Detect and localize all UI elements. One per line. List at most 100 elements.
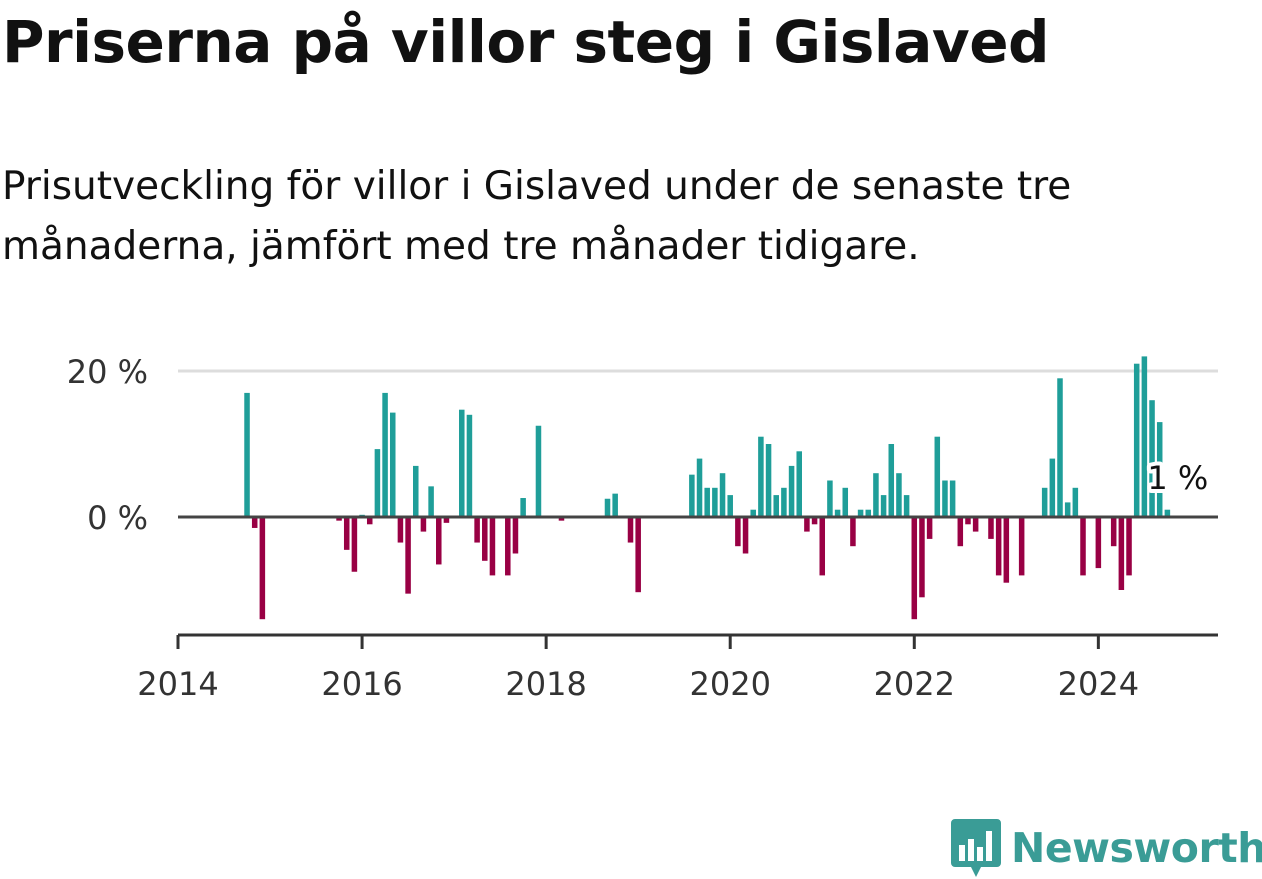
bar bbox=[903, 495, 910, 517]
y-axis-labels: 0 % 20 % bbox=[67, 353, 148, 537]
x-tick-label: 2014 bbox=[137, 665, 218, 703]
bar bbox=[873, 473, 879, 517]
bar bbox=[535, 425, 542, 517]
bar bbox=[397, 517, 404, 543]
bar bbox=[965, 517, 971, 525]
bar bbox=[351, 517, 358, 572]
bar bbox=[811, 517, 818, 525]
bar bbox=[505, 517, 511, 576]
bar bbox=[336, 517, 342, 521]
bar bbox=[880, 495, 887, 517]
bar-chart-icon bbox=[951, 819, 1001, 877]
bar bbox=[765, 444, 772, 517]
bar bbox=[857, 509, 864, 517]
bars bbox=[244, 356, 1171, 620]
bar bbox=[343, 517, 350, 550]
x-tick-label: 2024 bbox=[1058, 665, 1139, 703]
bar bbox=[804, 517, 810, 532]
bar bbox=[926, 517, 933, 539]
bar bbox=[988, 517, 994, 539]
bar bbox=[995, 517, 1002, 576]
bar bbox=[1041, 487, 1048, 517]
bar bbox=[696, 458, 703, 517]
y-tick-label: 0 % bbox=[87, 499, 148, 537]
bar bbox=[374, 449, 381, 517]
bar bbox=[466, 414, 473, 517]
bar bbox=[949, 480, 956, 517]
bar bbox=[443, 517, 450, 523]
bar bbox=[1110, 517, 1117, 547]
bar bbox=[635, 517, 641, 593]
bar bbox=[727, 495, 733, 517]
bar bbox=[428, 486, 434, 517]
bar bbox=[1003, 517, 1010, 583]
bar bbox=[1133, 363, 1140, 517]
bar bbox=[413, 465, 419, 517]
chart-subtitle: Prisutveckling för villor i Gislaved und… bbox=[2, 164, 1072, 269]
bar bbox=[482, 517, 488, 561]
bar bbox=[382, 392, 388, 517]
bar bbox=[788, 465, 795, 517]
bar bbox=[1072, 487, 1079, 517]
annotations: 1 %1 % bbox=[1143, 455, 1212, 501]
bar bbox=[612, 493, 618, 517]
bar bbox=[689, 474, 695, 517]
bar bbox=[251, 517, 258, 528]
bar bbox=[850, 517, 856, 547]
bar bbox=[366, 517, 373, 525]
bar bbox=[1164, 509, 1171, 517]
bar bbox=[489, 517, 496, 576]
x-tick-label: 2016 bbox=[321, 665, 402, 703]
value-label: 1 % bbox=[1147, 459, 1208, 497]
bar bbox=[911, 517, 918, 620]
bar bbox=[896, 473, 902, 517]
bar bbox=[888, 444, 895, 517]
bar bbox=[750, 509, 756, 517]
newsworthy-logo: Newsworthy bbox=[951, 818, 1262, 878]
bar bbox=[773, 495, 779, 517]
bar bbox=[735, 517, 741, 547]
bar bbox=[934, 436, 941, 517]
bar bbox=[520, 498, 526, 517]
y-tick-label: 20 % bbox=[67, 353, 148, 391]
bar bbox=[1118, 517, 1125, 590]
chart-title: Priserna på villor steg i Gislaved bbox=[2, 8, 1050, 76]
bar bbox=[1156, 422, 1163, 517]
bar bbox=[704, 487, 710, 517]
bar bbox=[781, 487, 787, 517]
bar bbox=[1049, 458, 1056, 517]
brand-name: Newsworthy bbox=[1011, 824, 1262, 872]
x-tick-label: 2020 bbox=[689, 665, 770, 703]
bar bbox=[420, 517, 427, 532]
bar bbox=[459, 409, 465, 517]
x-tick-label: 2022 bbox=[874, 665, 955, 703]
bar bbox=[758, 436, 764, 517]
bar bbox=[512, 517, 519, 554]
bar bbox=[1095, 517, 1102, 569]
bar bbox=[1149, 400, 1155, 517]
bar bbox=[865, 509, 872, 517]
bar bbox=[558, 517, 565, 521]
bar bbox=[1018, 517, 1025, 576]
bar bbox=[942, 480, 948, 517]
bar bbox=[405, 517, 411, 594]
bar bbox=[474, 517, 480, 543]
bar bbox=[742, 517, 749, 554]
bar bbox=[627, 517, 634, 543]
bar bbox=[796, 451, 802, 517]
bar bbox=[436, 517, 442, 565]
bar bbox=[827, 480, 833, 517]
value-label-halo: 1 % bbox=[1147, 459, 1208, 497]
bar bbox=[819, 517, 826, 576]
bar bbox=[1141, 356, 1148, 517]
x-axis: 2014 2016 2018 2020 2022 2024 bbox=[137, 633, 1218, 703]
bar bbox=[259, 517, 266, 620]
bar bbox=[604, 498, 611, 517]
bar bbox=[1126, 517, 1132, 576]
bar bbox=[834, 509, 841, 517]
x-tick-label: 2018 bbox=[505, 665, 586, 703]
bar bbox=[919, 517, 925, 598]
bar bbox=[719, 473, 726, 517]
bar bbox=[957, 517, 964, 547]
bar bbox=[1057, 378, 1063, 517]
